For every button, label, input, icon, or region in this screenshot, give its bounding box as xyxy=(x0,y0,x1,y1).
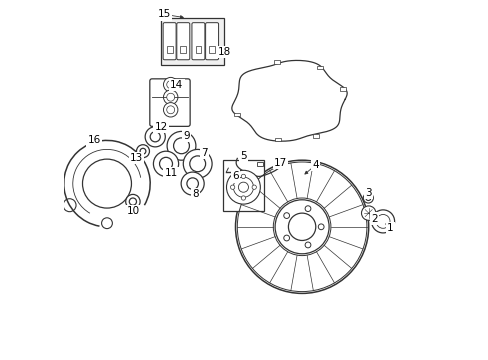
Circle shape xyxy=(166,93,174,101)
Text: 9: 9 xyxy=(183,131,190,141)
Circle shape xyxy=(136,145,149,158)
Circle shape xyxy=(186,178,198,189)
FancyBboxPatch shape xyxy=(149,79,190,126)
Bar xyxy=(161,18,224,65)
Circle shape xyxy=(365,195,370,201)
Circle shape xyxy=(318,224,324,230)
Circle shape xyxy=(233,177,253,197)
Text: 4: 4 xyxy=(312,160,319,170)
Text: 14: 14 xyxy=(170,80,183,90)
Text: 5: 5 xyxy=(240,150,246,161)
Circle shape xyxy=(305,206,310,212)
Bar xyxy=(312,134,318,138)
Text: 1: 1 xyxy=(386,223,393,233)
FancyBboxPatch shape xyxy=(177,23,189,60)
Circle shape xyxy=(361,206,375,220)
Bar xyxy=(166,46,172,53)
Bar xyxy=(223,160,264,211)
Circle shape xyxy=(275,200,328,254)
FancyBboxPatch shape xyxy=(205,23,218,60)
Text: 10: 10 xyxy=(127,206,140,216)
Text: 3: 3 xyxy=(365,188,371,198)
Circle shape xyxy=(235,160,368,293)
Bar xyxy=(273,60,279,64)
Circle shape xyxy=(230,185,234,189)
Text: 8: 8 xyxy=(192,189,199,199)
Circle shape xyxy=(251,185,256,189)
Bar xyxy=(257,162,263,166)
Circle shape xyxy=(238,182,248,192)
Text: 2: 2 xyxy=(371,213,377,224)
Text: 11: 11 xyxy=(164,168,177,178)
Circle shape xyxy=(129,198,136,205)
Bar xyxy=(209,46,215,53)
Circle shape xyxy=(241,174,245,179)
Bar xyxy=(195,46,201,53)
Bar xyxy=(279,162,284,166)
Circle shape xyxy=(183,149,212,178)
Circle shape xyxy=(226,170,260,204)
Circle shape xyxy=(125,194,140,209)
Text: 18: 18 xyxy=(218,47,231,57)
Bar xyxy=(234,113,240,117)
Circle shape xyxy=(189,156,205,172)
Text: 17: 17 xyxy=(273,158,286,168)
Circle shape xyxy=(163,77,178,92)
Circle shape xyxy=(167,131,196,160)
Circle shape xyxy=(305,242,310,248)
Text: 16: 16 xyxy=(87,135,101,145)
Circle shape xyxy=(288,213,315,240)
FancyBboxPatch shape xyxy=(163,23,176,60)
Circle shape xyxy=(150,132,160,142)
Circle shape xyxy=(159,157,172,170)
FancyBboxPatch shape xyxy=(192,23,204,60)
Circle shape xyxy=(166,106,174,114)
Circle shape xyxy=(140,148,145,154)
Circle shape xyxy=(163,103,178,117)
Circle shape xyxy=(283,235,289,241)
Circle shape xyxy=(181,172,204,195)
Circle shape xyxy=(241,196,245,200)
Text: 12: 12 xyxy=(154,122,167,132)
Circle shape xyxy=(173,138,189,154)
Circle shape xyxy=(153,151,178,176)
Circle shape xyxy=(145,127,165,147)
Circle shape xyxy=(375,215,389,228)
Bar xyxy=(339,87,345,91)
Text: 13: 13 xyxy=(130,153,143,163)
Text: 6: 6 xyxy=(232,171,238,181)
Bar xyxy=(316,66,322,69)
Circle shape xyxy=(371,210,394,233)
Bar xyxy=(274,138,280,141)
Text: 7: 7 xyxy=(201,148,207,158)
Circle shape xyxy=(166,81,174,89)
Circle shape xyxy=(163,90,178,104)
Bar xyxy=(180,46,186,53)
Circle shape xyxy=(363,193,373,203)
Text: 15: 15 xyxy=(158,9,171,19)
Circle shape xyxy=(283,213,289,219)
